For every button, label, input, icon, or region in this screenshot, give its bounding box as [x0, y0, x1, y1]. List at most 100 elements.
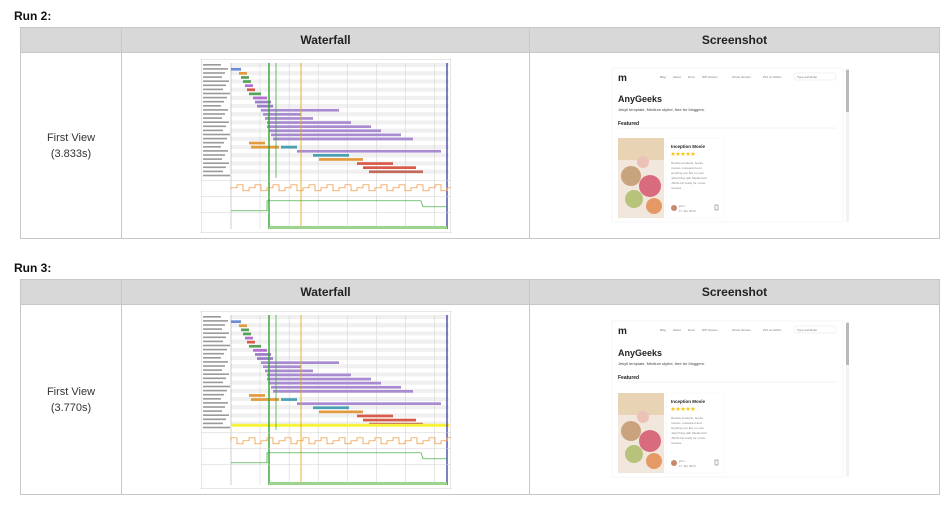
- waterfall-request-bar: [238, 71, 247, 75]
- waterfall-request-bar: [266, 373, 351, 376]
- waterfall-request-bar: [256, 356, 273, 360]
- waterfall-row-label: [202, 100, 224, 102]
- waterfall-row-label: [202, 323, 225, 326]
- waterfall-cell: [121, 52, 530, 239]
- screenshot-header: Screenshot: [529, 279, 940, 305]
- featured-card[interactable]: [665, 137, 724, 218]
- waterfall-request-bar: [270, 133, 401, 136]
- screenshot-header: Screenshot: [529, 27, 940, 53]
- waterfall-request-bar: [244, 336, 253, 339]
- waterfall-row-label: [202, 96, 227, 98]
- waterfall-row-label: [202, 385, 230, 387]
- bookmark-icon: [714, 459, 718, 465]
- nav-item-docs: Docs: [688, 328, 695, 332]
- featured-card[interactable]: [665, 392, 724, 473]
- waterfall-row-label: [202, 137, 227, 139]
- waterfall-row-label: [202, 336, 226, 338]
- card-body-line: anything you like on your: [671, 426, 704, 430]
- waterfall-row-label: [202, 426, 230, 428]
- waterfall-request-bar: [250, 397, 279, 401]
- waterfall-request-bar: [312, 405, 349, 409]
- waterfall-row-label: [202, 174, 230, 176]
- waterfall-row-label: [202, 63, 221, 66]
- waterfall-row-label: [202, 141, 224, 143]
- waterfall-request-bar: [248, 393, 265, 397]
- waterfall-thumbnail[interactable]: [200, 310, 451, 489]
- run-title: Run 3:: [14, 261, 52, 275]
- waterfall-request-bar: [262, 112, 301, 116]
- visual-progress-band: [268, 225, 447, 229]
- screenshot-cell: m Blog About Docs WP Version Ghost Versi…: [529, 304, 940, 495]
- post-date: 17 Jan 2019: [679, 209, 696, 213]
- waterfall-cell: [121, 304, 530, 495]
- waterfall-row-label: [202, 157, 222, 160]
- scrollbar-track[interactable]: [845, 67, 849, 222]
- waterfall-request-bar: [296, 401, 441, 405]
- waterfall-request-bar: [266, 377, 371, 380]
- waterfall-row-label: [202, 120, 229, 123]
- site-subtitle: Jekyll template, Medium styled, free for…: [618, 107, 705, 112]
- waterfall-request-bar: [266, 120, 351, 124]
- waterfall-row-label: [202, 422, 223, 424]
- waterfall-row-label: [202, 393, 224, 395]
- waterfall-request-bar: [264, 116, 313, 120]
- waterfall-request-bar: [240, 328, 249, 331]
- view-time: (3.770s): [50, 401, 92, 414]
- screenshot-thumbnail[interactable]: m Blog About Docs WP Version Ghost Versi…: [609, 318, 860, 481]
- waterfall-row-label: [202, 405, 225, 408]
- waterfall-row-label: [202, 315, 221, 318]
- waterfall-request-bar: [242, 332, 251, 335]
- waterfall-header: Waterfall: [121, 27, 530, 53]
- nav-item-wp: WP Version: [702, 75, 718, 79]
- site-title: AnyGeeks: [618, 348, 662, 358]
- waterfall-row-label: [202, 413, 229, 416]
- waterfall-row-label: [202, 389, 227, 391]
- author-avatar: [670, 204, 677, 211]
- waterfall-request-bar: [242, 79, 251, 83]
- nav-item-wp: WP Version: [702, 328, 718, 332]
- waterfall-request-bar: [280, 397, 297, 401]
- waterfall-row-label: [202, 112, 225, 115]
- waterfall-row-label: [202, 331, 229, 334]
- screenshot-thumbnail[interactable]: m Blog About Docs WP Version Ghost Versi…: [609, 65, 860, 226]
- waterfall-request-bar: [272, 389, 413, 393]
- waterfall-row-label: [202, 116, 222, 119]
- waterfall-request-bar: [260, 360, 339, 364]
- view-label-cell: First View (3.833s): [20, 52, 122, 239]
- waterfall-row-label: [202, 368, 222, 371]
- scrollbar-thumb[interactable]: [845, 322, 849, 365]
- waterfall-row-label: [202, 327, 222, 330]
- scrollbar-thumb[interactable]: [845, 69, 849, 112]
- waterfall-row-label: [202, 125, 226, 127]
- bookmark-icon: [714, 204, 718, 210]
- empty-header-cell: [20, 279, 122, 305]
- author-name: john: [678, 204, 685, 208]
- nav-item-ghost: Ghost Version: [732, 328, 751, 332]
- waterfall-request-bar: [368, 169, 423, 173]
- waterfall-thumbnail[interactable]: [200, 58, 451, 233]
- waterfall-request-bar: [248, 92, 261, 95]
- waterfall-row-label: [202, 88, 223, 90]
- waterfall-request-bar: [312, 153, 349, 157]
- card-title: Inception Movie: [671, 144, 706, 149]
- view-label: First View: [46, 385, 96, 398]
- empty-header-cell: [20, 27, 122, 53]
- waterfall-request-bar: [268, 381, 381, 384]
- waterfall-row-label: [202, 348, 227, 350]
- card-body-line: reviews.: [671, 186, 682, 190]
- waterfall-request-bar: [238, 323, 247, 327]
- waterfall-request-bar: [280, 145, 297, 148]
- waterfall-row-label: [202, 409, 222, 412]
- waterfall-request-bar: [356, 161, 393, 165]
- waterfall-row-label: [202, 381, 223, 383]
- waterfall-request-bar: [248, 344, 261, 348]
- visual-progress-band: [268, 481, 447, 485]
- waterfall-request-bar: [318, 157, 363, 161]
- scrollbar-track[interactable]: [845, 320, 849, 477]
- waterfall-request-bar: [266, 124, 371, 128]
- waterfall-row-label: [202, 352, 224, 354]
- waterfall-row-label: [202, 397, 221, 400]
- waterfall-row-label: [202, 377, 226, 379]
- nav-item-about: About: [673, 75, 681, 79]
- card-body-line: anything you like on your: [671, 171, 704, 175]
